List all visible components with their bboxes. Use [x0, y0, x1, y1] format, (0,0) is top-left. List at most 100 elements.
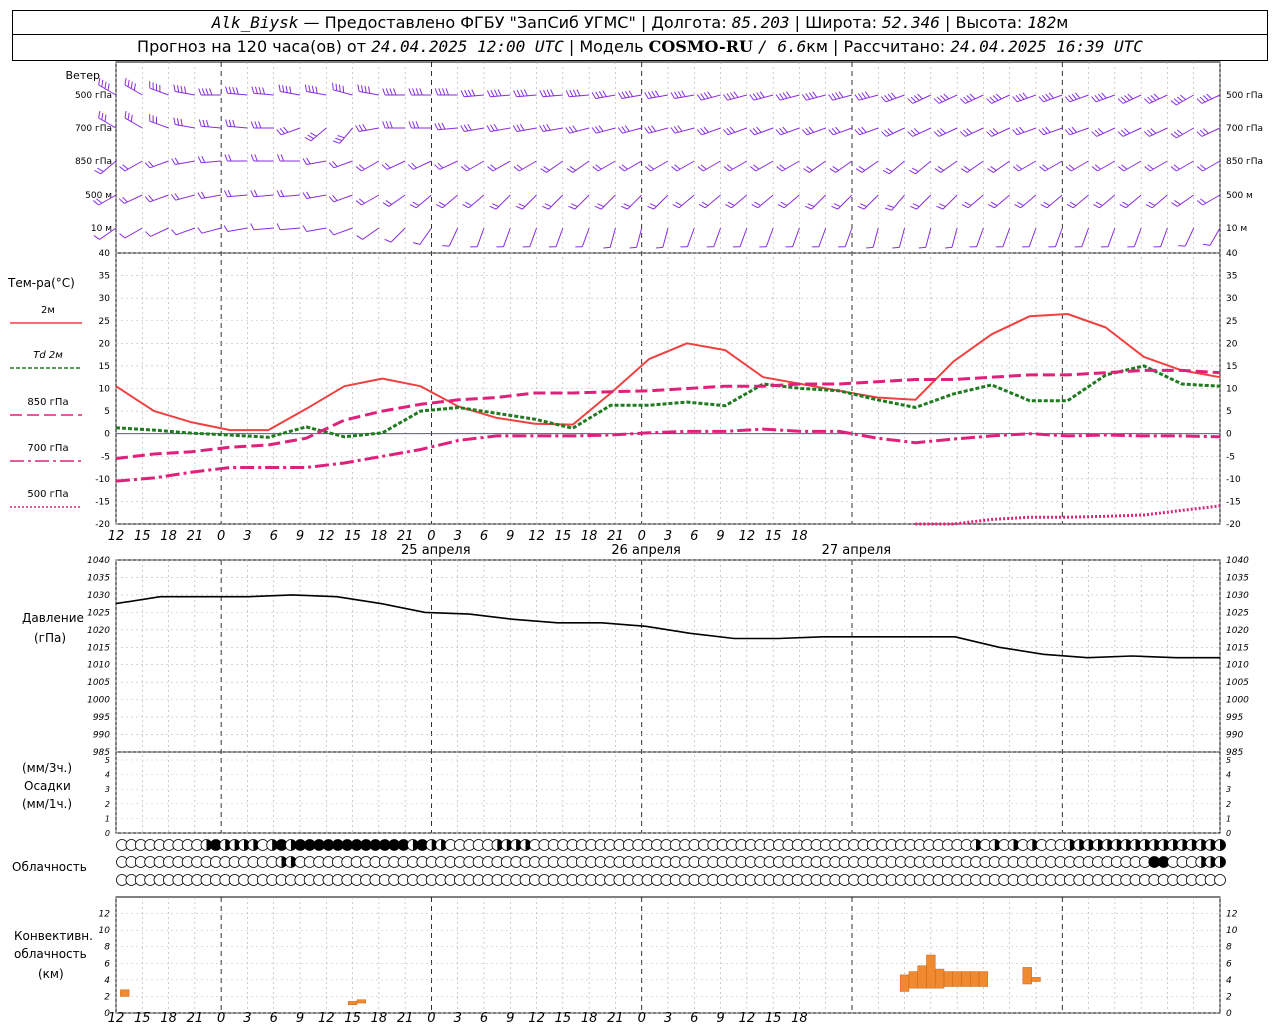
wind-barb: [250, 189, 274, 198]
barb-flag: [382, 202, 390, 207]
wind-barb: [197, 191, 222, 199]
barb-flag: [104, 81, 107, 89]
barb-flag: [419, 88, 423, 96]
barb-flag: [855, 168, 863, 173]
wind-barb: [442, 227, 459, 247]
barb-flag: [779, 93, 784, 100]
barb-flag: [944, 246, 953, 249]
barb-staff: [891, 194, 905, 211]
conv-tick-left: 2: [104, 992, 110, 1002]
barb-flag: [546, 123, 551, 131]
barb-flag: [623, 203, 631, 208]
barb-flag: [703, 126, 709, 133]
cloud-half: [1191, 839, 1198, 851]
conv-bar: [970, 971, 980, 987]
wind-barb: [1038, 126, 1063, 136]
hour-tick-label: 12: [739, 529, 756, 544]
forecast-start: 24.04.2025 12:00 UTC: [371, 37, 564, 56]
barb-staff: [872, 227, 879, 248]
barb-flag: [677, 90, 683, 98]
wind-barb: [986, 93, 1010, 104]
wind-barb: [1178, 227, 1195, 247]
wind-barb: [460, 123, 485, 132]
barb-flag: [124, 78, 127, 86]
barb-flag: [701, 201, 709, 206]
conv-bar: [347, 1001, 358, 1005]
barb-flag: [752, 127, 759, 134]
barb-staff: [361, 160, 380, 172]
barb-flag: [1178, 245, 1186, 247]
barb-flag: [127, 112, 130, 120]
barb-flag: [1094, 94, 1100, 101]
wind-barb: [1048, 227, 1063, 248]
barb-flag: [1091, 131, 1098, 137]
hour-tick-label: 9: [296, 529, 304, 544]
barb-flag: [464, 164, 471, 170]
barb-flag: [277, 154, 281, 162]
barb-flag: [829, 168, 836, 173]
barb-flag: [302, 158, 308, 165]
barb-staff: [1097, 160, 1116, 172]
barb-flag: [938, 203, 946, 208]
barb-flag: [1015, 127, 1021, 134]
barb-flag: [620, 205, 628, 210]
barb-flag: [644, 166, 651, 172]
barb-flag: [276, 190, 281, 197]
barb-staff: [281, 127, 301, 136]
pressure-tick-right: 1040: [1226, 556, 1249, 566]
barb-staff: [339, 127, 353, 144]
barb-flag: [173, 84, 176, 92]
barb-staff: [627, 194, 643, 210]
precip-tick-left: 4: [105, 771, 110, 780]
barb-flag: [355, 200, 362, 206]
barb-flag: [726, 164, 733, 170]
barb-staff: [1018, 160, 1037, 172]
hour-tick-label: 21: [187, 529, 204, 544]
conv-tick-left: 8: [104, 943, 110, 953]
barb-flag: [437, 122, 442, 130]
barb-flag: [987, 168, 994, 173]
barb-flag: [490, 164, 497, 170]
pressure-unit: (гПа): [34, 631, 66, 645]
wind-barb: [828, 126, 853, 136]
barb-flag: [1124, 95, 1130, 101]
barb-flag: [358, 198, 365, 204]
barb-flag: [122, 196, 128, 203]
wind-barb: [119, 160, 143, 172]
barb-staff: [833, 127, 853, 136]
conv-bar: [1022, 967, 1032, 985]
barb-staff: [492, 160, 511, 172]
wind-barb: [723, 126, 748, 136]
wind-barb: [1012, 160, 1037, 172]
pressure-layer: [115, 594, 1220, 659]
wind-barb: [407, 160, 432, 170]
wind-barb: [933, 127, 958, 137]
barb-staff: [149, 87, 169, 96]
wind-barb: [670, 125, 695, 134]
barb-flag: [382, 121, 386, 129]
barb-flag: [460, 166, 467, 172]
wind-barb: [197, 227, 222, 234]
cloud-half: [431, 839, 438, 851]
barb-flag: [1012, 166, 1019, 172]
wind-barb: [470, 227, 485, 248]
wind-barb: [838, 227, 853, 248]
pressure-tick-right: 1010: [1226, 661, 1249, 671]
barb-staff: [359, 91, 379, 96]
barb-flag: [101, 112, 104, 120]
barb-staff: [1151, 194, 1168, 209]
barb-staff: [124, 117, 143, 129]
barb-flag: [1203, 243, 1211, 246]
barb-flag: [462, 204, 469, 209]
wind-barb: [1012, 92, 1037, 103]
barb-flag: [1015, 94, 1021, 101]
wind-barb: [409, 194, 432, 209]
model-label: | Модель: [568, 37, 644, 56]
barb-flag: [933, 131, 940, 137]
barb-staff: [574, 194, 590, 210]
barb-staff: [863, 194, 879, 210]
barb-flag: [963, 166, 971, 171]
barb-flag: [673, 126, 679, 133]
barb-flag: [389, 88, 393, 96]
barb-flag: [969, 93, 976, 100]
